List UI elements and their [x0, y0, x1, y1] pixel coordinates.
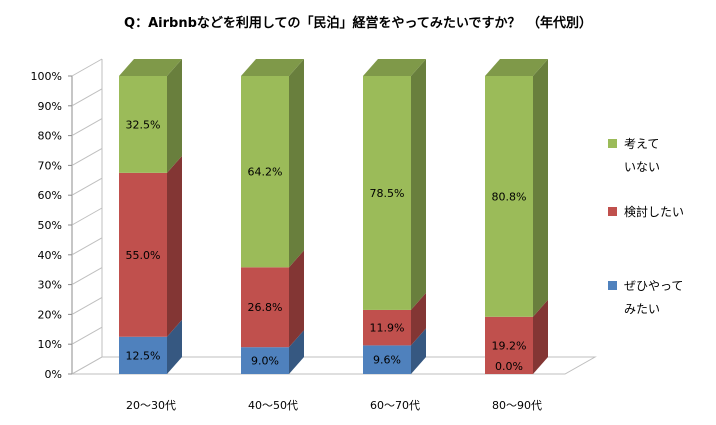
data-label: 32.5% — [126, 118, 161, 131]
bars — [119, 59, 548, 374]
y-tick-label: 0% — [45, 368, 62, 381]
y-depth-line — [71, 296, 103, 315]
bar-top — [363, 59, 426, 76]
bar-side — [411, 328, 426, 374]
bar-segment — [485, 59, 548, 317]
bar-segment — [241, 330, 304, 374]
bar-segment — [119, 59, 182, 173]
bar-segment — [119, 155, 182, 337]
legend-label: 検討したい — [624, 204, 684, 219]
bar-front — [119, 336, 167, 374]
chart-title: Q：Airbnbなどを利用しての「民泊」経営をやってみたいですか？ （年代別） — [124, 15, 592, 31]
x-tick-label: 20～30代 — [126, 399, 176, 412]
bar-front — [241, 347, 289, 374]
bar-front — [241, 267, 289, 348]
bar-front — [363, 76, 411, 310]
y-depth-line — [71, 58, 103, 77]
bar-top — [119, 59, 182, 76]
data-label: 64.2% — [248, 166, 283, 179]
bar-front — [485, 316, 533, 374]
legend-label: 考えて — [624, 137, 659, 151]
y-tick-label: 50% — [38, 219, 62, 232]
bar-side — [411, 59, 426, 310]
bar-front — [119, 76, 167, 173]
y-depth-line — [71, 356, 103, 375]
y-depth-line — [71, 267, 103, 286]
data-label: 9.0% — [251, 355, 279, 368]
bar-segment — [363, 292, 426, 346]
data-labels: 12.5% 55.0% 32.5% 9.0% 26.8% 64.2% 9.6% 11.9% 78… — [126, 118, 527, 373]
bar-front — [241, 76, 289, 268]
data-label: 19.2% — [492, 339, 527, 352]
bar-side — [411, 292, 426, 346]
bar-segment — [119, 319, 182, 374]
bar-side — [533, 59, 548, 317]
y-tick-label: 80% — [38, 130, 62, 143]
legend-swatch — [608, 139, 617, 148]
y-depth-line — [71, 88, 103, 107]
bar-segment — [363, 328, 426, 374]
bar-side — [167, 155, 182, 337]
y-depth-line — [71, 177, 103, 196]
y-depth-line — [71, 147, 103, 166]
bar-side — [289, 250, 304, 348]
legend-label: いない — [624, 160, 660, 174]
bar-front — [363, 345, 411, 374]
bar-front — [363, 309, 411, 346]
x-axis-labels: 20～30代 40～50代 60～70代 80～90代 — [126, 399, 542, 412]
bar-segment — [241, 59, 304, 268]
y-tick-label: 30% — [38, 279, 62, 292]
bar-segment — [363, 59, 426, 310]
bar-side — [289, 59, 304, 268]
bar-top — [241, 59, 304, 76]
legend-swatch — [608, 281, 617, 290]
data-label: 9.6% — [373, 354, 401, 367]
bar-side — [167, 319, 182, 374]
data-label: 78.5% — [370, 187, 405, 200]
y-depth-line — [71, 207, 103, 226]
y-depth-line — [71, 118, 103, 137]
data-label: 26.8% — [248, 301, 283, 314]
y-tick-label: 90% — [38, 100, 62, 113]
y-tick-label: 40% — [38, 249, 62, 262]
y-depth-line — [71, 326, 103, 345]
x-tick-label: 40～50代 — [248, 399, 298, 412]
legend-swatch — [608, 207, 617, 216]
y-tick-label: 70% — [38, 159, 62, 172]
bar-front — [119, 172, 167, 337]
y-axis: 0% 10% 20% 30% 40% 50% 60% 70% 80% 90% 100% — [31, 58, 103, 381]
y-depth-line — [71, 237, 103, 256]
data-label: 12.5% — [126, 349, 161, 362]
data-label: 80.8% — [492, 190, 527, 203]
x-tick-label: 60～70代 — [370, 399, 420, 412]
bar-segment — [241, 250, 304, 348]
legend-label: ぜひやって — [624, 279, 683, 293]
y-tick-label: 20% — [38, 308, 62, 321]
x-tick-label: 80～90代 — [492, 399, 542, 412]
bar-side — [533, 299, 548, 374]
legend-item: 検討したい — [608, 204, 684, 219]
legend-label: みたい — [624, 302, 660, 316]
data-label: 55.0% — [126, 249, 161, 262]
y-tick-label: 60% — [38, 189, 62, 202]
bar-side — [289, 330, 304, 374]
bar-side — [167, 59, 182, 173]
y-tick-label: 100% — [31, 70, 62, 83]
bar-top — [485, 59, 548, 76]
data-label: 11.9% — [370, 322, 405, 335]
bar-front — [485, 76, 533, 317]
data-label: 0.0% — [495, 360, 523, 373]
y-tick-label: 10% — [38, 338, 62, 351]
bar-segment — [485, 299, 548, 374]
